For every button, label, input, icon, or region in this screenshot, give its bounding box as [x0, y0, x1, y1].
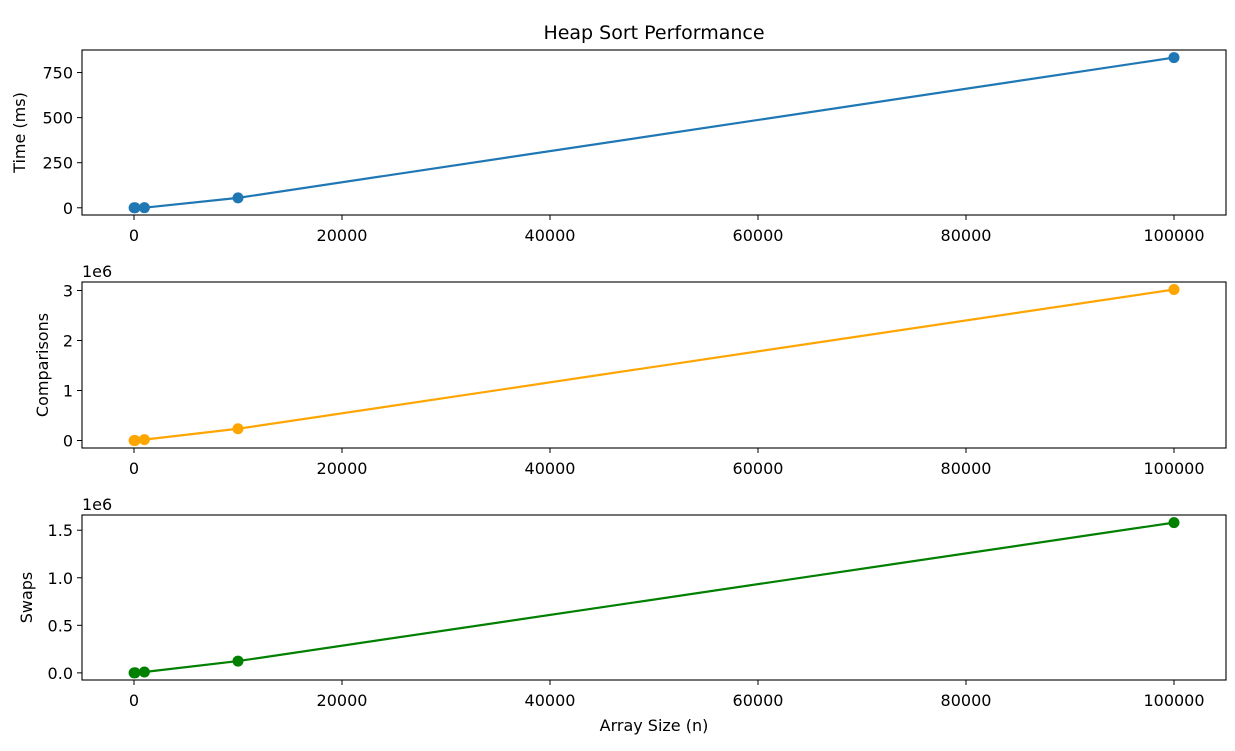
time-x-tick-label: 100000: [1143, 226, 1204, 245]
comparisons-y-tick-label: 1: [63, 382, 73, 401]
swaps-x-tick-label: 100000: [1143, 691, 1204, 710]
time-y-tick-label: 250: [42, 154, 73, 173]
comparisons-y-tick-label: 2: [63, 332, 73, 351]
comparisons-axis-offset-text: 1e6: [82, 262, 112, 281]
comparisons-x-tick-label: 40000: [525, 459, 576, 478]
comparisons-x-tick-label: 100000: [1143, 459, 1204, 478]
swaps-x-axis-label: Array Size (n): [600, 716, 709, 735]
swaps-y-axis-label: Swaps: [17, 572, 36, 624]
swaps-data-point: [138, 666, 150, 678]
time-y-axis-label: Time (ms): [10, 92, 29, 174]
swaps-data-point: [1168, 517, 1180, 529]
swaps-y-tick-label: 0.0: [48, 664, 73, 683]
comparisons-x-tick-label: 80000: [941, 459, 992, 478]
comparisons-subplot: 0 20000 40000 60000 80000 100000 0 1 2 3 1e6 Compar…: [33, 262, 1227, 478]
time-data-point: [1168, 52, 1180, 64]
swaps-x-tick-label: 20000: [317, 691, 368, 710]
swaps-plot-frame: [81, 514, 1227, 681]
time-x-tick-label: 20000: [317, 226, 368, 245]
time-data-point: [232, 192, 244, 204]
time-plot-frame: [81, 49, 1227, 216]
comparisons-y-tick-label: 3: [63, 282, 73, 301]
time-series-line: [134, 56, 1175, 209]
swaps-series-line: [134, 521, 1175, 674]
time-x-tick-label: 0: [129, 226, 139, 245]
time-x-tick-label: 80000: [941, 226, 992, 245]
swaps-axis-offset-text: 1e6: [82, 495, 112, 514]
comparisons-x-tick-label: 60000: [733, 459, 784, 478]
time-y-tick-label: 750: [42, 64, 73, 83]
comparisons-x-tick-label: 20000: [317, 459, 368, 478]
chart-title: Heap Sort Performance: [543, 22, 764, 44]
swaps-y-tick-label: 1.0: [48, 569, 73, 588]
swaps-y-tick-label: 0.5: [48, 616, 73, 635]
time-data-point: [129, 202, 141, 214]
swaps-x-tick-label: 0: [129, 691, 139, 710]
swaps-data-point: [232, 655, 244, 667]
time-x-tick-label: 60000: [733, 226, 784, 245]
time-subplot: 0 20000 40000 60000 80000 100000 0 250 500 750 Tim…: [10, 22, 1227, 245]
comparisons-plot-frame: [81, 281, 1227, 449]
comparisons-data-point: [1168, 284, 1180, 295]
comparisons-data-point: [138, 434, 150, 446]
comparisons-y-tick-label: 0: [63, 432, 73, 451]
comparisons-y-axis-label: Comparisons: [33, 313, 52, 417]
swaps-x-tick-label: 40000: [525, 691, 576, 710]
comparisons-data-point: [232, 423, 244, 435]
swaps-data-point: [129, 667, 141, 679]
comparisons-data-point: [129, 434, 141, 446]
swaps-subplot: 0 20000 40000 60000 80000 100000 0.0 0.5 1.0 1.5 1…: [17, 495, 1227, 735]
swaps-x-tick-label: 60000: [733, 691, 784, 710]
comparisons-x-tick-label: 0: [129, 459, 139, 478]
time-x-tick-label: 40000: [525, 226, 576, 245]
time-y-tick-label: 500: [42, 109, 73, 128]
time-data-point: [138, 202, 150, 214]
swaps-y-tick-label: 1.5: [48, 521, 73, 540]
time-y-tick-label: 0: [63, 199, 73, 218]
comparisons-series-line: [134, 288, 1175, 442]
swaps-x-tick-label: 80000: [941, 691, 992, 710]
